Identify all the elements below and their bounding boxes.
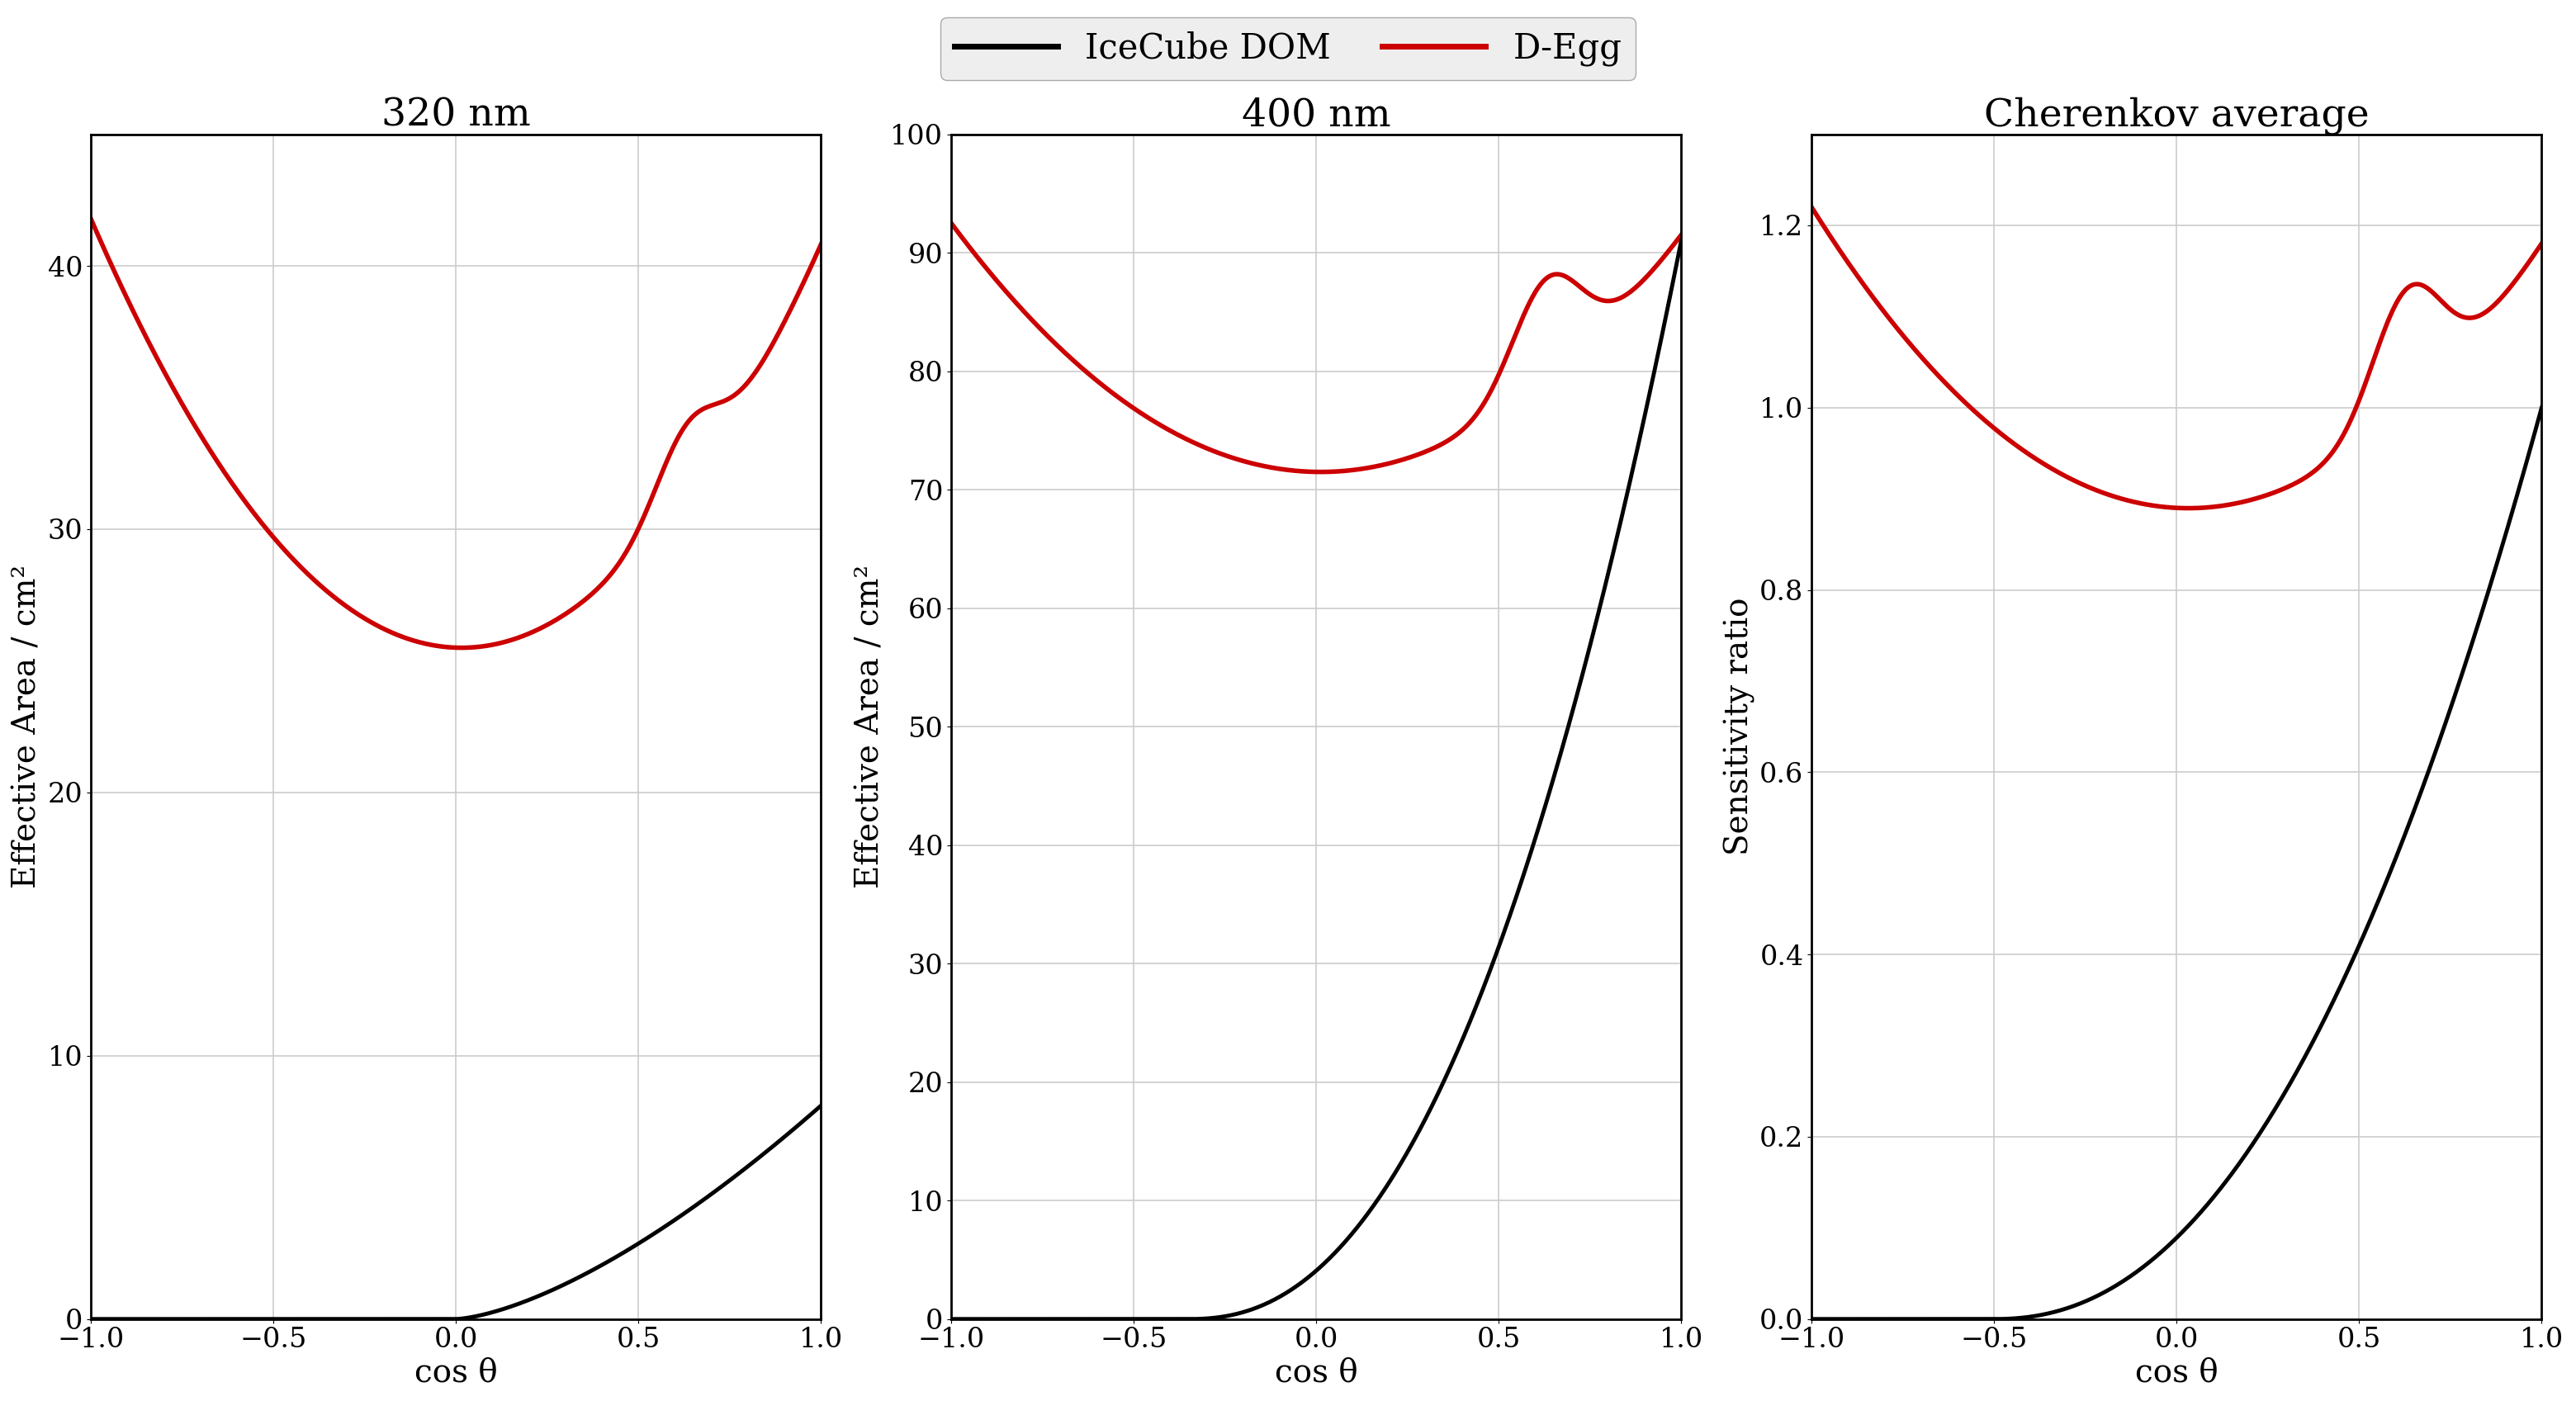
X-axis label: cos θ: cos θ (415, 1358, 497, 1388)
Title: Cherenkov average: Cherenkov average (1984, 97, 2370, 134)
Title: 400 nm: 400 nm (1242, 97, 1391, 134)
Legend: IceCube DOM, D-Egg: IceCube DOM, D-Egg (940, 17, 1636, 80)
Y-axis label: Sensitivity ratio: Sensitivity ratio (1723, 598, 1754, 856)
Y-axis label: Effective Area / cm²: Effective Area / cm² (855, 565, 886, 888)
X-axis label: cos θ: cos θ (1275, 1358, 1358, 1388)
Y-axis label: Effective Area / cm²: Effective Area / cm² (13, 565, 44, 888)
Title: 320 nm: 320 nm (381, 97, 531, 134)
X-axis label: cos θ: cos θ (2136, 1358, 2218, 1388)
